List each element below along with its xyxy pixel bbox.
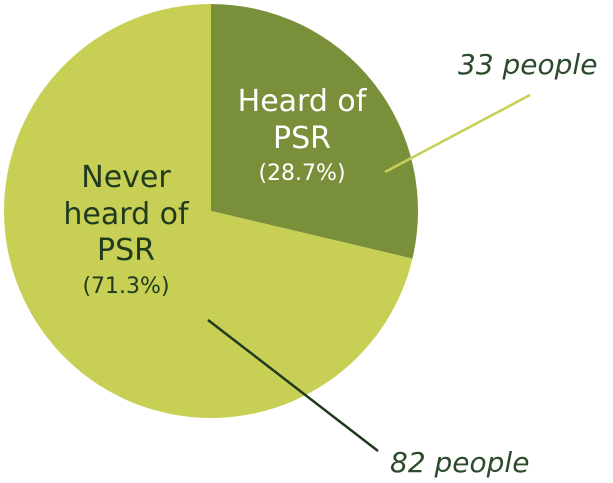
slice-category-never: Never heard of PSR	[63, 160, 189, 269]
slice-percent-heard: (28.7%)	[258, 161, 346, 187]
pie-slice-never	[4, 4, 413, 419]
slice-category-heard: Heard of PSR	[237, 84, 367, 156]
leader-line-heard	[384, 93, 531, 174]
slice-label-never: Never heard of PSR (71.3%)	[46, 160, 206, 301]
pie-slice-heard	[211, 4, 418, 259]
slice-percent-never: (71.3%)	[82, 273, 170, 299]
callout-heard-count: 33 people	[458, 48, 598, 81]
leader-line-never	[207, 319, 379, 452]
slice-label-heard: Heard of PSR (28.7%)	[232, 84, 372, 188]
callout-never-count: 82 people	[390, 446, 530, 479]
